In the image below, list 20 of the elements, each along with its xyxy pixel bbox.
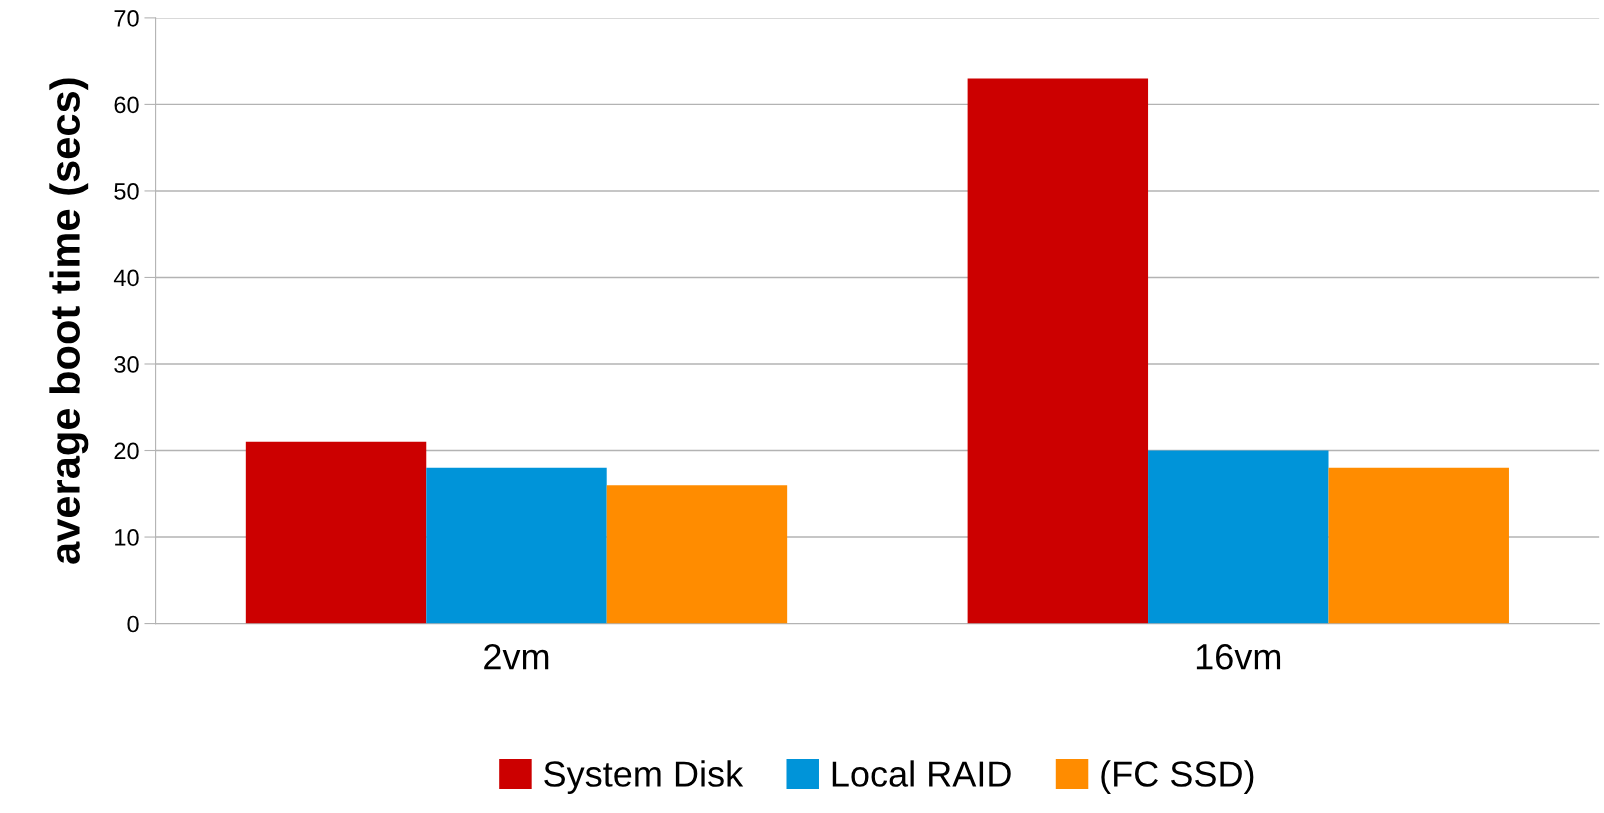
y-tick-label: 50: [114, 183, 139, 200]
legend-label: System Disk: [544, 760, 744, 794]
bar: [245, 441, 427, 624]
y-tick-label: 0: [127, 615, 139, 633]
bar: [606, 485, 788, 624]
y-axis-title: average boot time (secs): [49, 78, 89, 564]
x-tick-label: 2vm: [484, 643, 549, 670]
bar: [426, 467, 607, 624]
y-tick-label: 70: [114, 9, 139, 27]
y-tick-label: 60: [114, 96, 139, 114]
bar: [1148, 450, 1329, 624]
bar: [967, 78, 1149, 624]
y-tick-label: 20: [114, 442, 139, 460]
x-tick-label: 16vm: [1196, 643, 1281, 670]
y-tick-label: 40: [113, 269, 139, 287]
legend-label: (FC SSD): [1101, 760, 1254, 794]
y-tick-label: 30: [114, 356, 139, 373]
bar: [1328, 467, 1509, 624]
y-tick-label: 10: [115, 529, 139, 546]
legend-label: Local RAID: [832, 760, 1011, 787]
